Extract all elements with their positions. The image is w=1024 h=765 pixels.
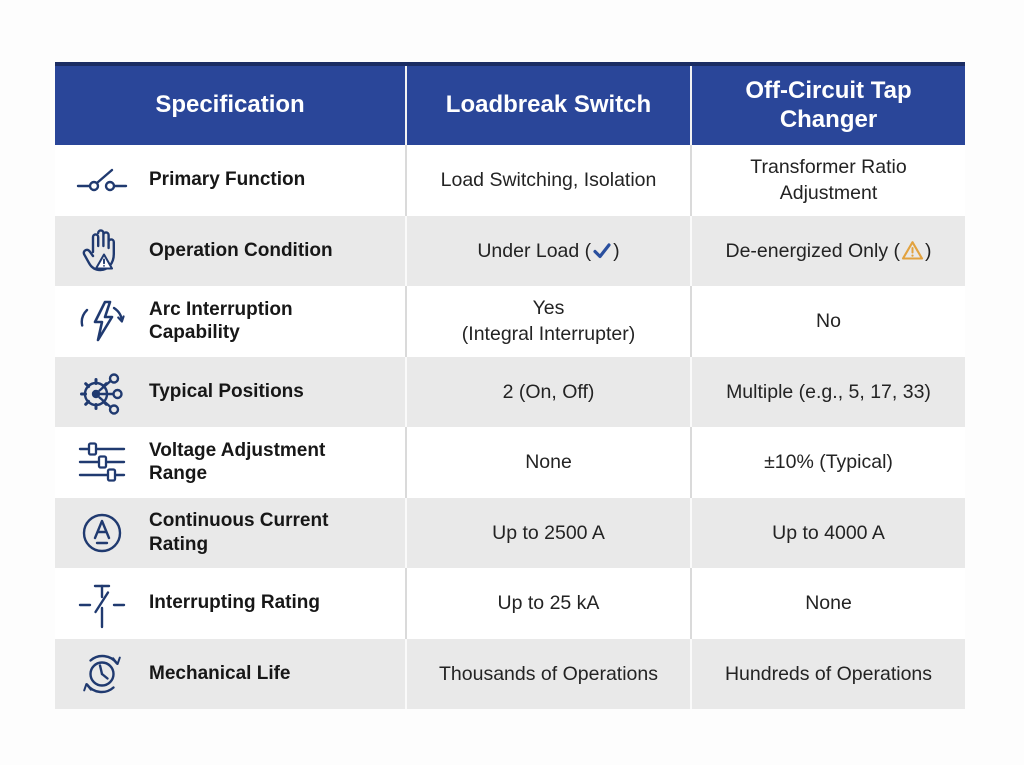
switch-icon [71,152,133,208]
table-row: Primary Function Load Switching, Isolati… [55,145,965,216]
tap-changer-value: Up to 4000 A [690,497,965,568]
column-header-specification: Specification [155,91,305,119]
table-row: Typical Positions 2 (On, Off) Multiple (… [55,356,965,427]
spec-label: Primary Function [149,169,306,191]
loadbreak-value: Up to 2500 A [405,497,690,568]
tap-changer-value: No [690,286,965,357]
ammeter-icon [71,505,133,561]
loadbreak-value: None [405,427,690,498]
column-header-loadbreak-switch: Loadbreak Switch [405,66,690,145]
spec-label: Interrupting Rating [149,592,320,614]
tap-changer-value: ±10% (Typical) [690,427,965,498]
check-icon [592,242,612,260]
tap-changer-value: Hundreds of Operations [690,638,965,709]
table-row: Arc Interruption Capability Yes (Integra… [55,286,965,357]
loadbreak-value: Load Switching, Isolation [405,145,690,216]
spec-label: Operation Condition [149,239,333,261]
hand-stop-warning-icon [71,223,133,279]
loadbreak-value: Under Load () [405,215,690,286]
spec-label: Mechanical Life [149,662,291,684]
spec-label: Arc Interruption Capability [149,298,293,344]
spec-label: Typical Positions [149,380,304,402]
clock-cycle-icon [71,646,133,702]
table-row: Operation Condition Under Load () De-ene… [55,215,965,286]
warning-icon [901,240,924,261]
lightning-arc-icon [71,293,133,349]
table-row: Mechanical Life Thousands of Operations … [55,638,965,709]
table-top-border [55,62,965,66]
loadbreak-value: 2 (On, Off) [405,356,690,427]
loadbreak-value: Yes (Integral Interrupter) [405,286,690,357]
tap-changer-value: None [690,568,965,639]
table-row: Interrupting Rating Up to 25 kA None [55,568,965,639]
sliders-icon [71,434,133,490]
table-row: Voltage Adjustment Range None ±10% (Typi… [55,427,965,498]
tap-changer-value: Transformer Ratio Adjustment [690,145,965,216]
spec-label: Continuous Current Rating [149,510,329,555]
loadbreak-value: Thousands of Operations [405,638,690,709]
tap-changer-value: De-energized Only () [690,215,965,286]
column-header-off-circuit-tap-changer: Off-Circuit Tap Changer [690,66,965,145]
loadbreak-value: Up to 25 kA [405,568,690,639]
breaker-symbol-icon [71,575,133,631]
tap-changer-value: Multiple (e.g., 5, 17, 33) [690,356,965,427]
table-row: Continuous Current Rating Up to 2500 A U… [55,497,965,568]
gear-positions-icon [71,364,133,420]
table-header-row: Specification Loadbreak Switch Off-Circu… [55,66,965,145]
spec-label: Voltage Adjustment Range [149,439,326,485]
comparison-table: Specification Loadbreak Switch Off-Circu… [55,62,965,709]
